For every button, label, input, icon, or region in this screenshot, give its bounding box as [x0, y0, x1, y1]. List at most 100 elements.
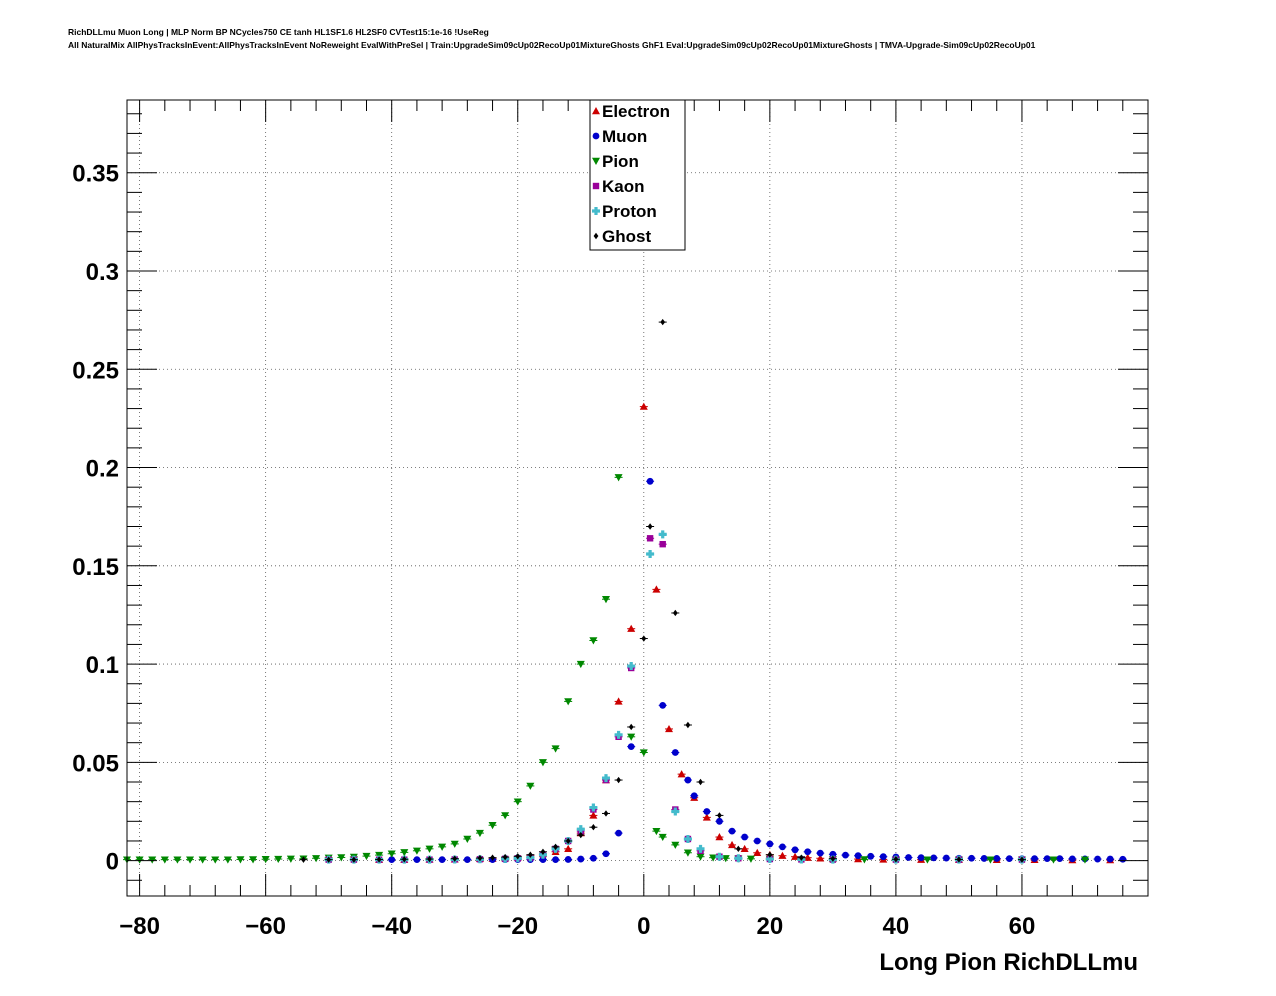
data-point-ghost — [830, 855, 836, 862]
x-tick-label: −60 — [245, 913, 286, 940]
data-point-pion — [1080, 856, 1089, 864]
data-point-pion — [160, 856, 169, 864]
header-line-2: All NaturalMix AllPhysTracksInEvent:AllP… — [68, 40, 1036, 50]
data-point-muon — [539, 856, 547, 864]
data-point-muon — [1068, 855, 1076, 863]
data-point-ghost — [956, 856, 962, 863]
data-point-electron — [589, 811, 598, 819]
data-point-pion — [148, 856, 157, 864]
data-point-muon — [564, 856, 572, 863]
data-point-ghost — [578, 831, 584, 839]
legend-marker — [592, 132, 600, 140]
y-tick-label: 0.05 — [72, 750, 119, 777]
data-point-pion — [671, 841, 680, 849]
data-point-muon — [816, 849, 824, 857]
data-point-pion — [526, 782, 535, 790]
data-point-ghost — [326, 856, 332, 863]
data-point-pion — [614, 474, 623, 482]
data-point-muon — [716, 817, 723, 825]
data-point-pion — [538, 759, 547, 767]
data-point-ghost — [893, 856, 899, 863]
legend-marker — [592, 207, 601, 215]
data-point-electron — [614, 697, 623, 705]
data-point-muon — [879, 853, 887, 861]
data-marks — [123, 318, 1127, 864]
data-point-ghost — [527, 851, 533, 858]
data-point-pion — [601, 596, 610, 604]
data-point-pion — [652, 827, 661, 836]
y-tick-label: 0.35 — [72, 161, 119, 188]
data-point-muon — [703, 808, 711, 815]
data-point-pion — [923, 856, 932, 864]
data-point-muon — [646, 477, 654, 485]
data-point-ghost — [685, 721, 691, 729]
data-point-pion — [198, 856, 207, 864]
data-point-pion — [286, 855, 295, 863]
data-point-electron — [753, 848, 762, 856]
legend-label: Muon — [602, 127, 647, 146]
legend-entry-kaon: Kaon — [592, 177, 645, 196]
data-point-muon — [671, 749, 679, 756]
data-point-pion — [683, 849, 692, 857]
data-point-ghost — [565, 837, 571, 845]
data-point-pion — [746, 855, 755, 863]
data-point-ghost — [502, 853, 508, 861]
data-point-muon — [779, 843, 786, 851]
legend-entry-pion: Pion — [592, 152, 639, 171]
data-point-muon — [413, 856, 421, 864]
data-point-muon — [741, 833, 749, 841]
data-point-pion — [475, 829, 484, 838]
data-point-muon — [753, 837, 761, 845]
data-point-electron — [791, 852, 800, 860]
data-point-muon — [804, 848, 812, 856]
data-point-ghost — [590, 824, 596, 831]
legend: Electron Muon Pion Kaon Proton Ghost — [589, 99, 686, 251]
data-point-electron — [639, 402, 648, 410]
data-point-ghost — [698, 778, 703, 786]
data-point-electron — [702, 813, 711, 821]
data-point-muon — [690, 792, 698, 800]
data-point-pion — [337, 854, 346, 862]
data-point-ghost — [647, 523, 653, 530]
data-point-ghost — [515, 853, 521, 860]
data-point-muon — [917, 854, 925, 862]
data-point-ghost — [1019, 856, 1025, 863]
data-point-pion — [564, 698, 573, 706]
data-point-pion — [1049, 856, 1058, 864]
data-point-electron — [652, 585, 661, 593]
data-point-proton — [683, 835, 692, 844]
data-point-pion — [696, 853, 705, 861]
data-point-proton — [671, 807, 680, 816]
data-point-pion — [173, 856, 182, 864]
data-point-ghost — [672, 609, 678, 617]
data-point-pion — [627, 733, 636, 741]
data-point-muon — [829, 850, 837, 858]
data-point-pion — [860, 856, 869, 864]
data-point-proton — [696, 844, 705, 853]
data-point-electron — [627, 624, 636, 632]
data-point-pion — [186, 856, 195, 864]
data-point-muon — [1043, 855, 1051, 863]
legend-label: Kaon — [602, 177, 645, 196]
x-tick-label: 20 — [757, 913, 784, 940]
data-point-pion — [400, 849, 409, 857]
data-point-ghost — [490, 854, 495, 861]
series-proton — [324, 530, 1026, 864]
legend-entry-electron: Electron — [592, 102, 670, 121]
data-point-ghost — [767, 851, 773, 858]
y-tick-label: 0.3 — [86, 259, 119, 286]
data-point-pion — [721, 855, 730, 863]
data-point-pion — [986, 856, 995, 864]
legend-entry-proton: Proton — [592, 202, 657, 221]
data-point-pion — [362, 852, 371, 861]
data-point-muon — [791, 846, 799, 854]
data-point-pion — [551, 745, 560, 753]
data-point-electron — [740, 844, 749, 853]
legend-entry-ghost: Ghost — [593, 227, 651, 246]
data-point-pion — [261, 856, 270, 864]
legend-entry-muon: Muon — [592, 127, 647, 146]
series-electron — [375, 402, 1115, 864]
data-point-electron — [778, 851, 787, 859]
legend-marker — [592, 182, 600, 190]
